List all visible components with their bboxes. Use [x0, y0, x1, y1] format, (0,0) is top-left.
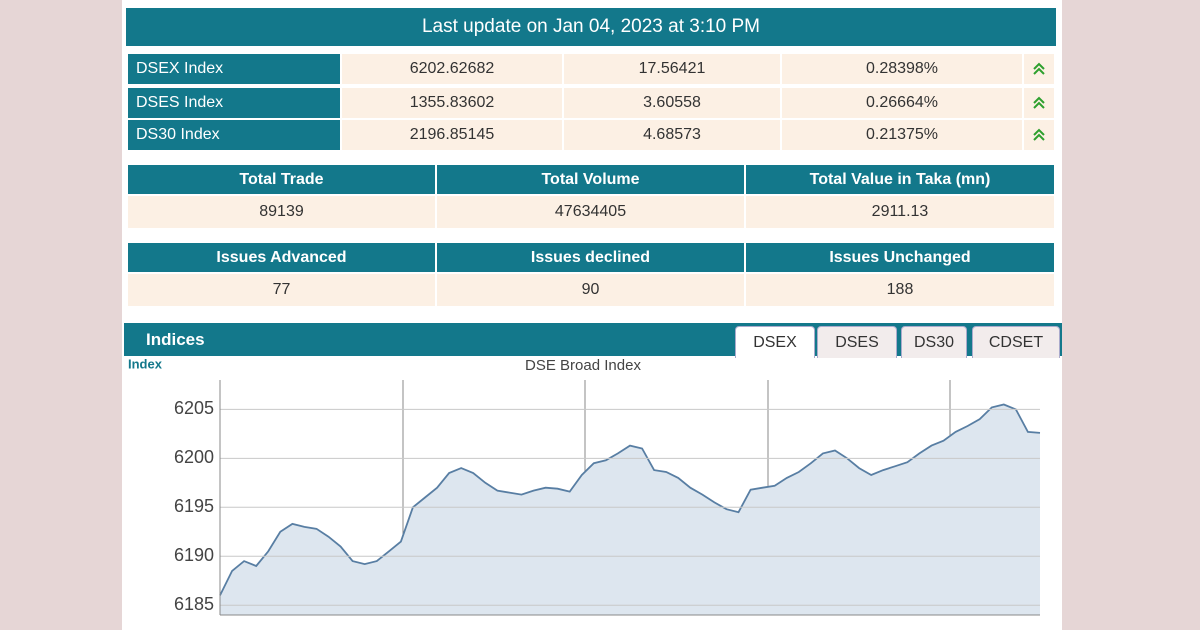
tab[interactable]: DSES: [817, 326, 897, 358]
tab[interactable]: DS30: [901, 326, 967, 358]
index-name: DSEX Index: [128, 54, 340, 84]
table-value: 188: [746, 274, 1054, 306]
table-value: 89139: [128, 196, 435, 228]
up-arrow-cell: [1024, 54, 1054, 84]
index-value: 2196.85145: [342, 120, 562, 150]
up-arrow: [1033, 62, 1045, 75]
up-arrow-cell: [1024, 88, 1054, 118]
table-value: 77: [128, 274, 435, 306]
index-name: DSES Index: [128, 88, 340, 118]
table-value: 2911.13: [746, 196, 1054, 228]
index-name: DS30 Index: [128, 120, 340, 150]
index-value: 0.28398%: [782, 54, 1022, 84]
table-header: Issues Unchanged: [746, 243, 1054, 272]
index-value: 17.56421: [564, 54, 780, 84]
index-value: 0.21375%: [782, 120, 1022, 150]
table-header: Total Volume: [437, 165, 744, 194]
index-value: 0.26664%: [782, 88, 1022, 118]
table-header: Issues Advanced: [128, 243, 435, 272]
index-value: 4.68573: [564, 120, 780, 150]
table-header: Total Trade: [128, 165, 435, 194]
index-value: 6202.62682: [342, 54, 562, 84]
up-arrow: [1033, 128, 1045, 141]
table-value: 90: [437, 274, 744, 306]
index-value: 1355.83602: [342, 88, 562, 118]
tab[interactable]: CDSET: [972, 326, 1060, 358]
up-arrow-cell: [1024, 120, 1054, 150]
index-value: 3.60558: [564, 88, 780, 118]
up-arrow: [1033, 96, 1045, 109]
table-header: Issues declined: [437, 243, 744, 272]
table-header: Total Value in Taka (mn): [746, 165, 1054, 194]
update-header: Last update on Jan 04, 2023 at 3:10 PM: [126, 8, 1056, 46]
table-value: 47634405: [437, 196, 744, 228]
tab[interactable]: DSEX: [735, 326, 815, 358]
